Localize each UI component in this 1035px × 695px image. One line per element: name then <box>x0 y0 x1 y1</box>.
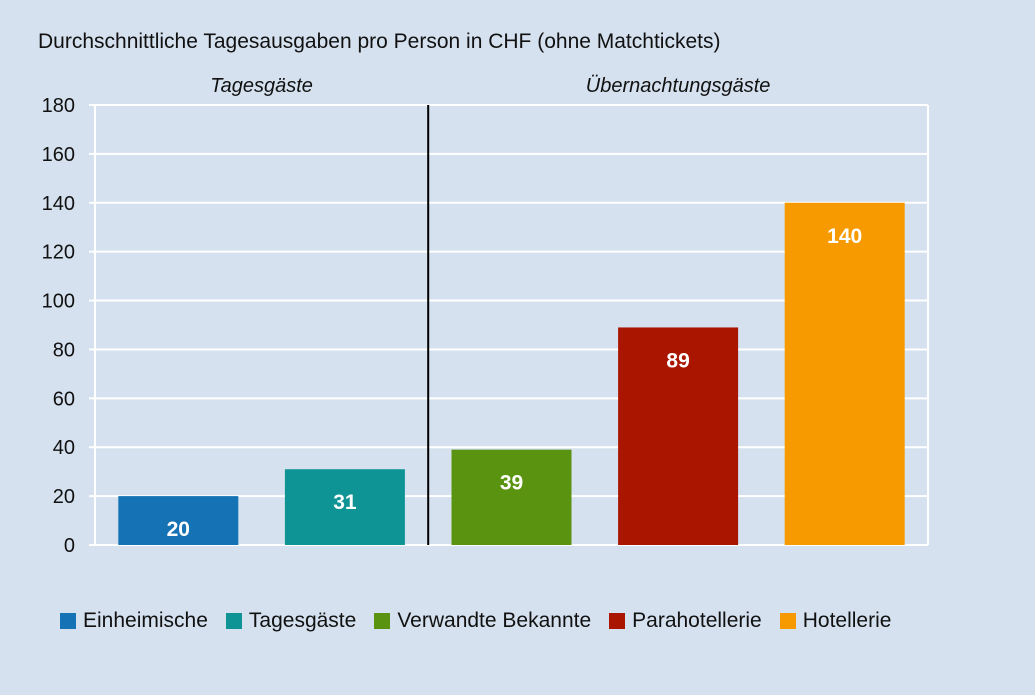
bar-einheimische <box>118 496 239 545</box>
group-label: Übernachtungsgäste <box>586 75 771 97</box>
y-tick-label: 60 <box>53 388 75 410</box>
y-tick-label: 40 <box>53 437 75 459</box>
legend-label: Einheimische <box>83 609 208 632</box>
data-label: 20 <box>167 518 190 541</box>
y-tick-label: 100 <box>42 291 75 313</box>
legend-item: Einheimische <box>60 609 208 633</box>
data-label: 39 <box>500 472 523 495</box>
bar-hotellerie <box>784 202 905 545</box>
legend-label: Parahotellerie <box>632 609 762 632</box>
legend: Einheimische Tagesgäste Verwandte Bekannte… <box>60 609 909 633</box>
legend-item: Parahotellerie <box>609 609 762 633</box>
data-labels: 20 31 39 89 140 <box>167 225 863 541</box>
legend-swatch <box>60 613 76 629</box>
group-labels: Tagesgäste Übernachtungsgäste <box>210 75 770 545</box>
legend-item: Hotellerie <box>779 609 892 633</box>
legend-label: Verwandte Bekannte <box>397 609 592 632</box>
y-tick-label: 160 <box>42 144 75 166</box>
bar-parahotellerie <box>618 327 739 545</box>
legend-swatch <box>225 613 242 629</box>
y-tick-label: 80 <box>53 339 75 361</box>
y-tick-label: 140 <box>42 193 75 215</box>
chart-title: Durchschnittliche Tagesausgaben pro Pers… <box>38 30 720 53</box>
group-label: Tagesgäste <box>210 75 313 97</box>
y-tick-label: 120 <box>42 242 75 264</box>
data-label: 31 <box>333 491 357 514</box>
legend-swatch <box>374 613 391 629</box>
y-tick-label: 180 <box>42 95 75 117</box>
legend-label: Hotellerie <box>802 609 892 632</box>
legend-swatch <box>779 613 796 629</box>
data-label: 89 <box>666 349 689 372</box>
legend-label: Tagesgäste <box>248 609 357 632</box>
y-tick-label: 0 <box>64 535 75 557</box>
y-tick-label: 20 <box>53 486 75 508</box>
bar-verwandte-bekannte <box>451 449 572 545</box>
data-label: 140 <box>827 225 862 248</box>
legend-swatch <box>609 613 626 629</box>
y-axis: 0 20 40 60 80 100 120 140 160 180 <box>42 95 929 557</box>
legend-item: Verwandte Bekannte <box>374 609 591 633</box>
bar-tagesgäste <box>284 469 405 545</box>
bars <box>118 202 905 545</box>
legend-item: Tagesgäste <box>225 609 357 633</box>
